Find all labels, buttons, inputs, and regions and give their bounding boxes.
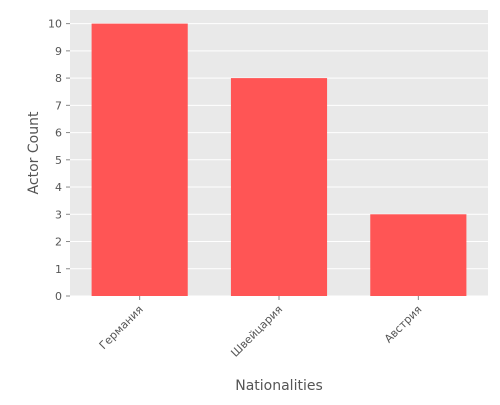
y-tick-label: 9	[55, 45, 62, 58]
x-axis-label: Nationalities	[235, 378, 323, 394]
y-tick-label: 10	[48, 18, 62, 31]
bar-1	[91, 23, 188, 296]
x-tick-label: Австрия	[382, 303, 425, 346]
bar-2	[230, 78, 328, 296]
x-tick-label: Германия	[97, 303, 146, 352]
y-tick-label: 3	[55, 208, 62, 221]
y-tick-label: 0	[55, 290, 62, 303]
y-tick-label: 6	[55, 127, 62, 140]
y-tick-label: 7	[55, 99, 62, 112]
x-tick-label: Швейцария	[228, 303, 285, 360]
bars	[91, 23, 467, 296]
y-tick-label: 5	[55, 154, 62, 167]
y-tick-label: 2	[55, 236, 62, 249]
x-axis: Германия Швейцария Австрия	[97, 296, 425, 360]
y-axis-label: Actor Count	[26, 111, 42, 194]
y-tick-label: 4	[55, 181, 62, 194]
y-tick-label: 1	[55, 263, 62, 276]
y-tick-label: 8	[55, 72, 62, 85]
y-axis: 0 1 2 3 4 5 6 7 8 9 10	[48, 18, 70, 303]
bar-3	[370, 214, 467, 296]
